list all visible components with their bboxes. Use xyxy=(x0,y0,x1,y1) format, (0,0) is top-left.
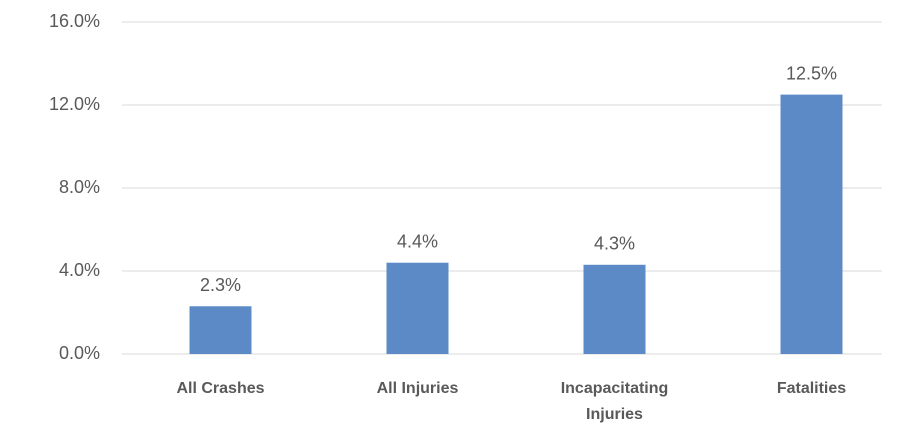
y-tick-label: 8.0% xyxy=(59,177,100,197)
data-label: 12.5% xyxy=(786,63,837,83)
y-tick-label: 0.0% xyxy=(59,343,100,363)
bar xyxy=(780,94,843,354)
x-tick-label: Fatalities xyxy=(777,380,846,397)
data-label: 2.3% xyxy=(200,275,241,295)
bar xyxy=(386,262,449,354)
x-tick-label: All Injuries xyxy=(377,380,459,397)
x-tick-label: Incapacitating Injuries xyxy=(561,380,669,423)
bar xyxy=(189,306,252,354)
data-label: 4.3% xyxy=(594,234,635,254)
bar xyxy=(583,264,646,354)
y-tick-label: 4.0% xyxy=(59,260,100,280)
data-label: 4.4% xyxy=(397,231,438,251)
x-tick-label: All Crashes xyxy=(176,380,264,397)
y-tick-label: 12.0% xyxy=(49,94,100,114)
y-tick-label: 16.0% xyxy=(49,11,100,31)
